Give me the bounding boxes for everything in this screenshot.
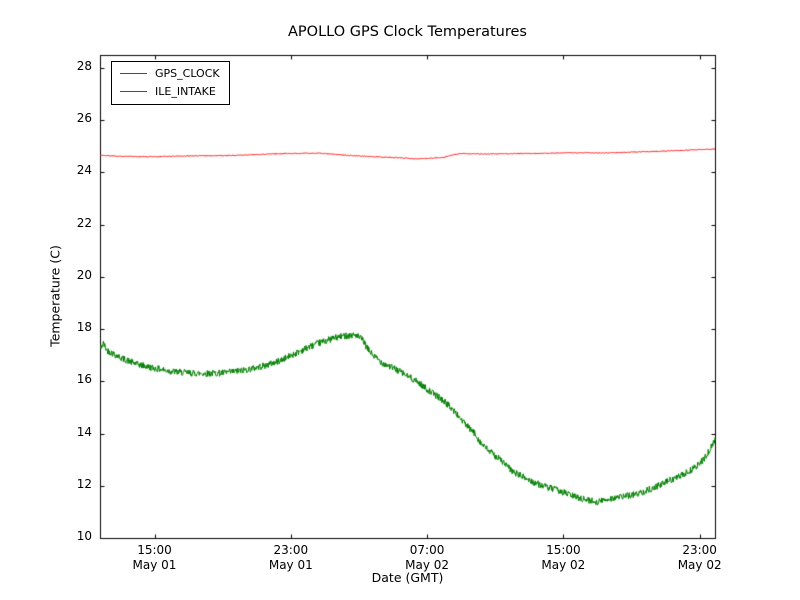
y-tick-label: 16 <box>76 372 92 387</box>
legend-label: GPS_CLOCK <box>155 67 220 80</box>
x-tick-label-time: 23:00 <box>273 543 309 557</box>
x-tick-label-time: 07:00 <box>409 543 445 557</box>
y-tick-label: 28 <box>76 59 92 74</box>
legend-item-gps-clock: GPS_CLOCK <box>120 67 220 80</box>
y-tick-label: 12 <box>76 476 92 491</box>
x-tick-label-date: May 02 <box>405 558 450 572</box>
y-tick-label: 20 <box>76 267 92 282</box>
legend-line-sample-red <box>120 73 147 74</box>
y-tick-label: 10 <box>76 529 92 543</box>
y-tick-label: 22 <box>76 215 92 230</box>
x-axis-label: Date (GMT) <box>371 570 444 585</box>
x-tick-label-date: May 02 <box>541 558 586 572</box>
legend-item-ile-intake: ILE_INTAKE <box>120 85 220 98</box>
chart-title: APOLLO GPS Clock Temperatures <box>288 24 527 40</box>
x-tick-label-time: 23:00 <box>682 543 717 557</box>
y-tick-label: 18 <box>76 320 92 335</box>
legend-label: ILE_INTAKE <box>155 85 216 98</box>
x-tick-label-date: May 01 <box>132 558 177 572</box>
x-tick-label-time: 15:00 <box>546 543 581 557</box>
y-tick-label: 26 <box>76 111 92 126</box>
y-tick-label: 24 <box>76 163 92 178</box>
x-tick-label-date: May 02 <box>677 558 722 572</box>
legend: GPS_CLOCK ILE_INTAKE <box>111 61 230 105</box>
x-tick-label-time: 15:00 <box>137 543 172 557</box>
x-tick-label-date: May 01 <box>268 558 313 572</box>
y-tick-label: 14 <box>76 424 92 439</box>
legend-line-sample-green <box>120 91 147 92</box>
